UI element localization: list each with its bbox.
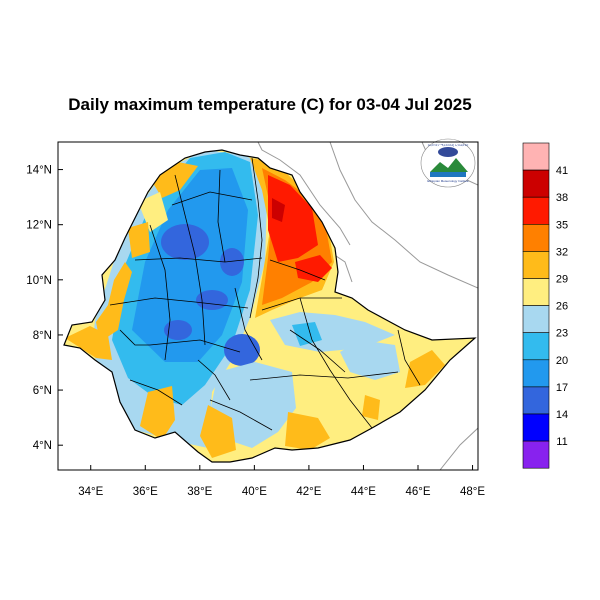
map-frame (57, 141, 479, 471)
colorbar-swatch (522, 196, 550, 225)
colorbar-swatch (522, 386, 550, 415)
colorbar-label: 32 (556, 246, 568, 258)
x-tick-label: 42°E (296, 486, 321, 498)
y-tick-label: 14°N (26, 165, 52, 177)
logo-text-bottom: Ethiopian Meteorology Institute (427, 179, 469, 183)
colorbar-label: 26 (556, 301, 568, 313)
colorbar-label: 41 (556, 165, 568, 177)
colorbar-label: 38 (556, 192, 568, 204)
colorbar-label: 29 (556, 274, 568, 286)
colorbar-swatch (522, 278, 550, 306)
logo-text-top: የኢትዮጵያ ሚቲዎሮሎጂ ኢንስቲትዩት (428, 143, 469, 147)
x-tick-label: 40°E (242, 486, 267, 498)
y-tick-label: 4°N (33, 440, 52, 452)
colorbar-label: 17 (556, 382, 568, 394)
admin-boundaries (109, 157, 421, 431)
y-tick-label: 10°N (26, 275, 52, 287)
colorbar-label: 14 (556, 409, 568, 421)
colorbar-swatch (522, 305, 550, 334)
institute-logo: የኢትዮጵያ ሚቲዎሮሎጂ ኢንስቲትዩት Ethiopian Meteorol… (420, 138, 476, 188)
colorbar-swatch (522, 440, 550, 469)
colorbar-label: 35 (556, 219, 568, 231)
x-axis: 34°E 36°E 38°E 40°E 42°E 44°E 46°E 48°E (78, 465, 485, 498)
colorbar-swatch (522, 169, 550, 198)
colorbar-swatch (522, 359, 550, 388)
colorbar-swatch (522, 251, 550, 279)
y-axis: 14°N 12°N 10°N 8°N 6°N 4°N (26, 165, 63, 452)
map-title: Daily maximum temperature (C) for 03-04 … (68, 95, 472, 114)
colorbar-label: 23 (556, 328, 568, 340)
colorbar-swatch (522, 224, 550, 252)
colorbar-label: 20 (556, 355, 568, 367)
y-tick-label: 8°N (33, 330, 52, 342)
colorbar-swatch (522, 332, 550, 361)
x-tick-label: 46°E (405, 486, 430, 498)
colorbar-swatch (522, 413, 550, 442)
country-outline (63, 149, 477, 463)
colorbar-swatch (522, 142, 550, 171)
colorbar-label: 11 (556, 436, 567, 448)
y-tick-label: 6°N (33, 385, 52, 397)
y-tick-label: 12°N (26, 220, 52, 232)
x-tick-label: 48°E (460, 486, 485, 498)
x-tick-label: 34°E (78, 486, 103, 498)
colorbar-legend: 41 38 35 32 29 26 23 20 17 14 11 (522, 142, 568, 469)
x-tick-label: 36°E (133, 486, 158, 498)
x-tick-label: 38°E (187, 486, 212, 498)
x-tick-label: 44°E (351, 486, 376, 498)
